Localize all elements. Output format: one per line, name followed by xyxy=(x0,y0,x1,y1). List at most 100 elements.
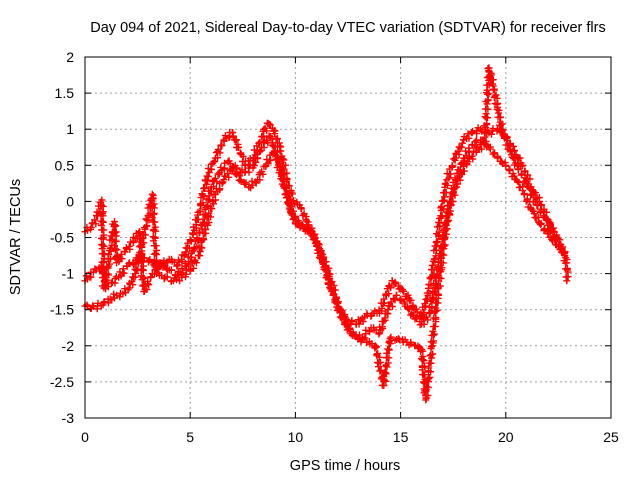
marker-run xyxy=(204,191,219,226)
marker-run xyxy=(111,273,120,287)
marker-run xyxy=(313,239,329,269)
y-tick-label: 2 xyxy=(66,49,74,65)
y-tick-label: 1.5 xyxy=(55,85,75,101)
marker-run xyxy=(276,147,291,182)
marker-run xyxy=(456,159,471,179)
marker-run xyxy=(155,269,168,283)
marker-run xyxy=(528,206,543,226)
marker-run xyxy=(83,301,94,312)
marker-run xyxy=(376,309,392,334)
marker-run xyxy=(197,176,212,208)
x-tick-label: 25 xyxy=(603,429,619,445)
y-tick-label: -0.5 xyxy=(50,230,74,246)
marker-run xyxy=(140,254,154,266)
data-point xyxy=(563,277,571,285)
marker-run xyxy=(190,202,205,232)
marker-run xyxy=(423,257,439,297)
y-tick-label: 1 xyxy=(66,121,74,137)
marker-run xyxy=(498,126,513,153)
marker-run xyxy=(174,250,189,266)
marker-run xyxy=(195,221,212,260)
marker-run xyxy=(361,326,374,342)
marker-run xyxy=(557,241,571,265)
marker-run xyxy=(385,295,399,310)
x-tick-label: 5 xyxy=(186,429,194,445)
marker-run xyxy=(448,176,464,205)
marker-run xyxy=(380,337,394,385)
marker-run xyxy=(406,296,417,312)
marker-run xyxy=(437,179,451,220)
marker-run xyxy=(427,285,443,347)
marker-run xyxy=(395,336,409,346)
marker-run xyxy=(212,137,228,162)
plot-frame xyxy=(84,56,612,419)
marker-run xyxy=(511,175,527,191)
y-tick-label: -3 xyxy=(62,410,75,426)
marker-run xyxy=(321,263,336,295)
marker-run xyxy=(125,259,137,269)
x-tick-label: 15 xyxy=(393,429,409,445)
marker-run xyxy=(212,178,227,196)
marker-run xyxy=(422,343,437,400)
y-tick-label: -2 xyxy=(62,338,75,354)
y-tick-label: 0.5 xyxy=(55,157,75,173)
marker-run xyxy=(121,285,132,297)
marker-run xyxy=(108,290,118,304)
marker-run xyxy=(417,295,431,318)
y-tick-label: -2.5 xyxy=(50,374,74,390)
marker-run xyxy=(247,177,260,192)
marker-run xyxy=(182,229,197,252)
marker-run xyxy=(434,235,449,290)
marker-run xyxy=(469,124,482,137)
marker-run xyxy=(371,307,381,317)
marker-run xyxy=(506,147,522,170)
marker-run xyxy=(562,259,572,281)
marker-run xyxy=(91,264,104,275)
marker-run xyxy=(363,310,375,320)
marker-run xyxy=(417,347,430,402)
marker-run xyxy=(480,65,494,145)
data-point xyxy=(386,335,394,343)
data-markers xyxy=(81,64,572,404)
marker-run xyxy=(387,333,401,344)
marker-run xyxy=(97,198,109,290)
marker-run xyxy=(148,194,161,274)
data-point xyxy=(113,291,121,299)
data-point xyxy=(245,183,253,191)
data-point xyxy=(87,223,95,231)
marker-run xyxy=(329,291,345,321)
marker-run xyxy=(430,214,445,263)
x-tick-label: 20 xyxy=(498,429,514,445)
x-tick-label: 10 xyxy=(288,429,304,445)
marker-run xyxy=(94,299,107,310)
axis-ticks: 0 5 10 15 20 25 -3 -2.5 -2 -1.5 -1 -0.5 0 0.5 1 1.5 2 xyxy=(50,49,619,445)
marker-run xyxy=(514,166,529,186)
marker-run xyxy=(306,229,319,243)
marker-run xyxy=(204,157,219,180)
marker-run xyxy=(131,243,146,274)
x-axis-label: GPS time / hours xyxy=(290,458,400,474)
x-tick-label: 0 xyxy=(81,429,89,445)
y-tick-label: -1 xyxy=(62,266,75,282)
marker-run xyxy=(250,147,264,169)
y-tick-label: 0 xyxy=(66,193,74,209)
chart-title: Day 094 of 2021, Sidereal Day-to-day VTE… xyxy=(90,20,605,36)
marker-run xyxy=(493,105,506,130)
data-point xyxy=(395,335,402,343)
marker-run xyxy=(168,255,181,270)
y-tick-label: -1.5 xyxy=(50,302,74,318)
marker-run xyxy=(489,85,502,108)
marker-run xyxy=(338,314,353,334)
data-point xyxy=(464,158,472,166)
series-track-c xyxy=(81,64,572,404)
marker-run xyxy=(354,314,367,328)
data-point xyxy=(106,295,114,303)
y-axis-label: SDTVAR / TECUs xyxy=(8,179,24,295)
marker-run xyxy=(116,289,124,301)
data-point xyxy=(121,248,129,256)
marker-run xyxy=(126,273,139,289)
marker-run xyxy=(83,223,94,234)
marker-run xyxy=(140,273,155,295)
marker-run xyxy=(414,342,424,352)
